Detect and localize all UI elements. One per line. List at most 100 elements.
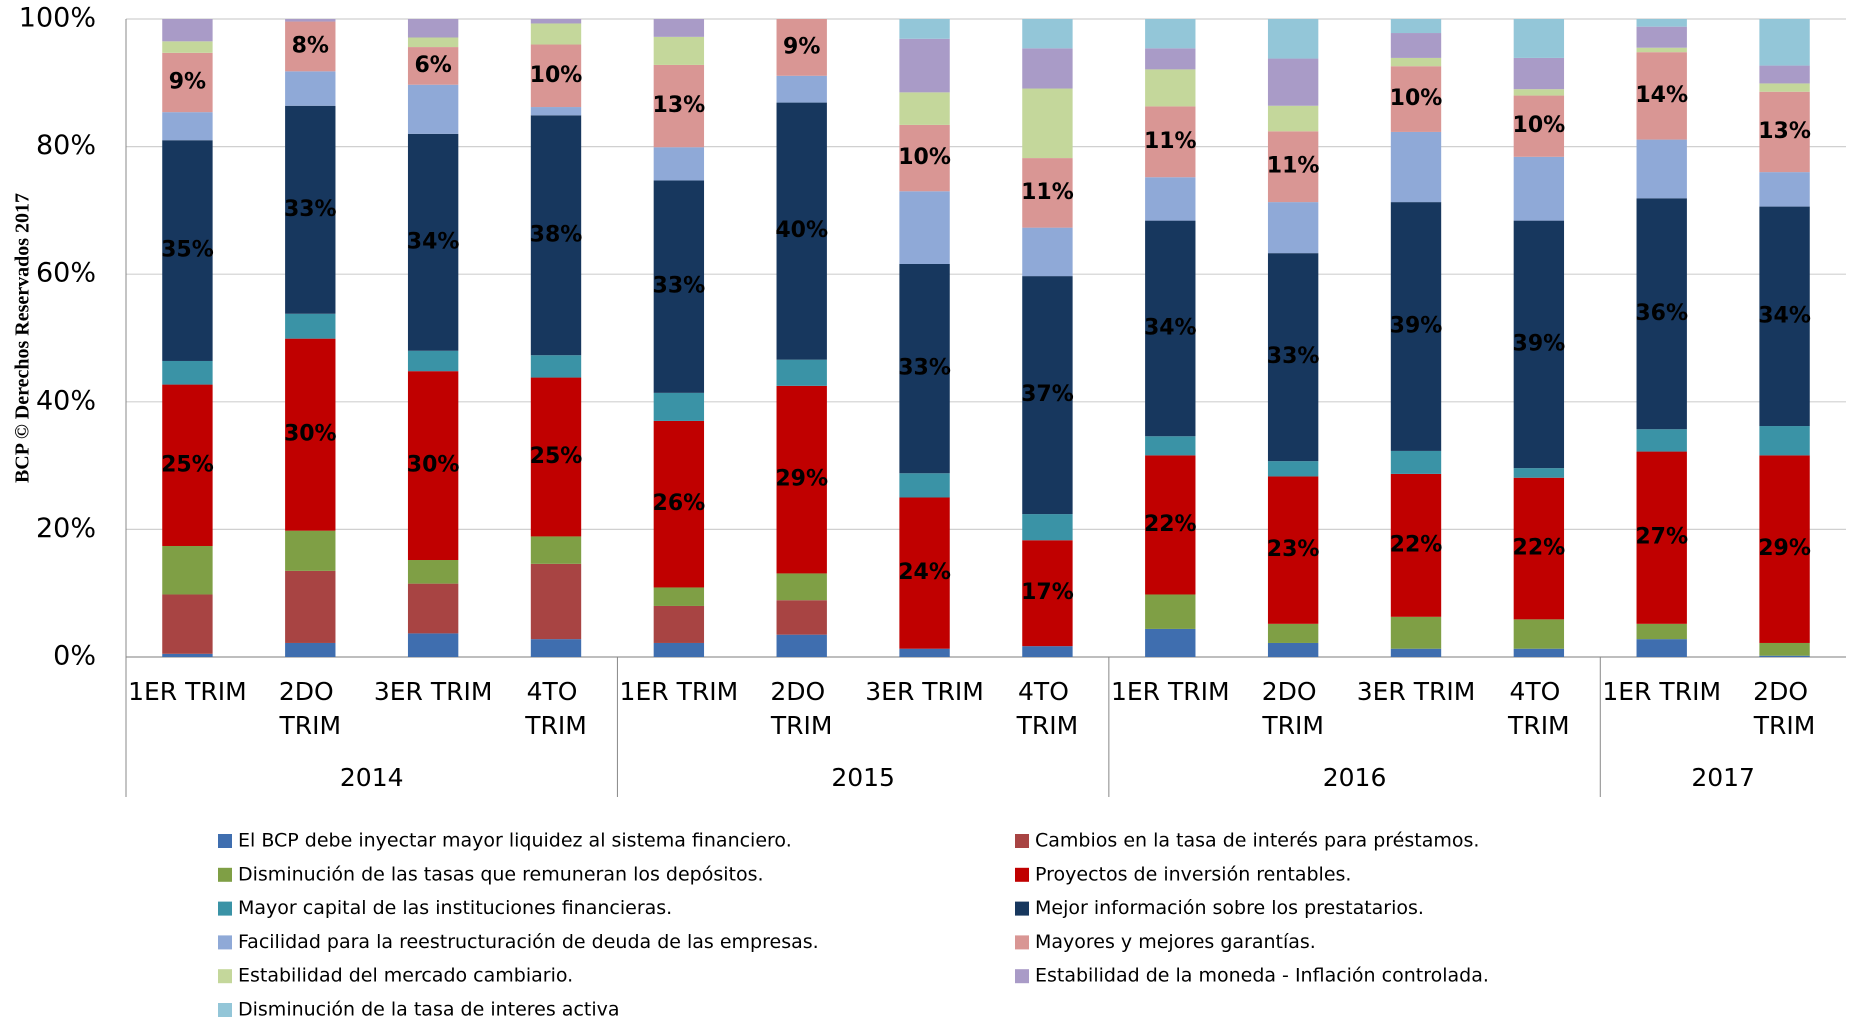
bar-segment [162, 52, 213, 113]
bar-segment [530, 355, 582, 378]
bar-segment [653, 587, 705, 606]
bar-segment [530, 107, 582, 116]
x-tick-label-line: TRIM [1261, 711, 1324, 740]
bar-segment [1759, 426, 1810, 456]
bar-segment [1145, 106, 1196, 178]
bar-segment [530, 536, 582, 564]
bar-segment [407, 37, 459, 48]
bar-segment [530, 19, 582, 24]
bar-segment [530, 563, 582, 640]
legend-label: Cambios en la tasa de interés para prést… [1035, 830, 1479, 852]
bar-segment [1759, 65, 1810, 84]
bar-segment [1022, 646, 1073, 657]
bar-segment [285, 21, 336, 72]
bar-segment [1022, 88, 1073, 159]
bar-segment [1145, 455, 1196, 595]
x-tick-label: 4TO TRIM [1507, 677, 1570, 740]
data-label: 10% [530, 63, 583, 88]
bar-segment [285, 642, 336, 657]
bar-segment [1390, 19, 1442, 34]
bar-segment [899, 19, 950, 39]
data-label: 29% [775, 467, 828, 492]
data-label: 33% [653, 274, 706, 299]
bar-segment [285, 19, 336, 22]
group-label: 2016 [1323, 763, 1387, 792]
bar-segment [1267, 476, 1319, 624]
bar-segment [530, 115, 582, 356]
bar-segment [530, 639, 582, 657]
x-tick-label: 1ER TRIM [128, 677, 247, 706]
y-tick-label: 60% [36, 258, 96, 289]
x-tick-label: 3ER TRIM [865, 677, 984, 706]
bar-segment [1267, 105, 1319, 132]
bar-segment [899, 473, 950, 498]
bar-segment [776, 385, 827, 574]
bar-segment [899, 92, 950, 125]
bar-segment [162, 41, 213, 53]
bar-segment [162, 594, 213, 654]
data-label: 40% [775, 218, 828, 243]
data-label: 17% [1021, 580, 1074, 605]
bar-segment [1759, 206, 1810, 427]
bar-segment [407, 84, 459, 134]
x-tick-label: 2DO TRIM [278, 677, 341, 740]
bar-segment [776, 19, 827, 76]
bar-segment [1513, 57, 1565, 90]
bar-segment [1636, 429, 1687, 452]
bar-segment [530, 377, 582, 537]
bar-segment [1390, 473, 1442, 617]
legend-swatch [1015, 969, 1029, 984]
bar-segment [1390, 57, 1442, 67]
bar-segment [1636, 52, 1687, 140]
data-label: 9% [169, 69, 206, 94]
bar-segment [285, 570, 336, 643]
bar-segment [1022, 158, 1073, 228]
legend-swatch [1015, 867, 1029, 882]
x-tick-label: 3ER TRIM [374, 677, 493, 706]
bar-segment [1145, 628, 1196, 657]
legend-swatch [218, 901, 232, 916]
legend-label: Disminución de las tasas que remuneran l… [238, 863, 764, 885]
data-label: 24% [898, 560, 951, 585]
bar-segment [407, 133, 459, 351]
data-label: 26% [653, 491, 706, 516]
bar-segment [653, 642, 705, 657]
bar-segment [1636, 198, 1687, 430]
bar-segment [776, 359, 827, 386]
x-tick-label-line: 4TO [1509, 677, 1568, 706]
data-label: 9% [783, 34, 820, 59]
legend-swatch [1015, 834, 1029, 848]
bar-segment [653, 147, 705, 181]
legend-swatch [218, 1003, 232, 1017]
bar-segment [1759, 83, 1810, 92]
data-label: 33% [898, 356, 951, 381]
bar-segment [1145, 48, 1196, 70]
x-tick-label-line: 2DO [1262, 677, 1325, 706]
bar-segment [162, 112, 213, 141]
bar-segment [407, 633, 459, 657]
bar-segment [285, 313, 336, 339]
bar-segment [407, 560, 459, 584]
data-label: 10% [1513, 113, 1566, 138]
bar-segment [776, 634, 827, 657]
bar-segment [899, 648, 950, 657]
data-label: 30% [284, 422, 337, 447]
x-tick-label-line: 2DO [279, 677, 342, 706]
bar-segment [1267, 253, 1319, 462]
bar-segment [1513, 477, 1565, 620]
bar-segment [1022, 540, 1073, 647]
data-label: 13% [1758, 119, 1811, 144]
legend-swatch [218, 867, 232, 882]
data-label: 11% [1021, 180, 1074, 205]
x-tick-label-line: TRIM [1753, 711, 1816, 740]
bar-segment [1267, 58, 1319, 106]
bar-segment [653, 36, 705, 65]
bar-segment [162, 19, 213, 42]
bar-segment [530, 44, 582, 108]
y-tick-label: 40% [36, 385, 96, 416]
bar-segment [1759, 642, 1810, 656]
bar-segment [407, 371, 459, 561]
bar-segment [1636, 451, 1687, 624]
bar-segment [1513, 619, 1565, 649]
